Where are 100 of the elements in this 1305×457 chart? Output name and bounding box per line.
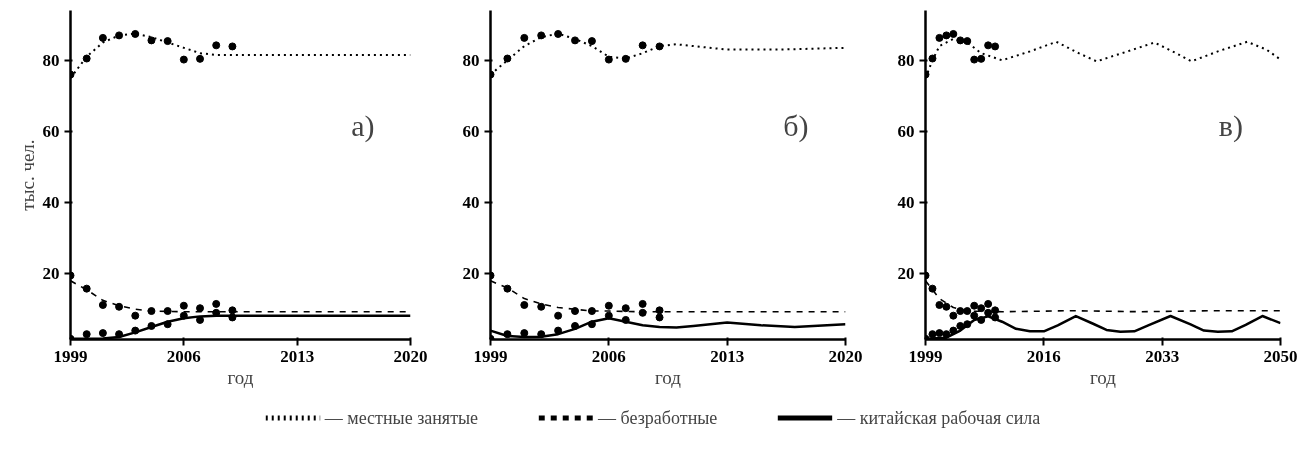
point [621,304,630,313]
point [928,54,937,63]
point [970,311,979,320]
point [554,326,563,335]
y-tick-label: 80 [42,50,60,70]
x-tick-label: 1999 [53,346,88,366]
legend-label: — местные занятые [324,407,479,428]
point [82,54,91,63]
point [82,330,91,339]
y-tick-label: 40 [462,193,480,213]
point [928,330,937,339]
x-tick-label: 1999 [908,346,943,366]
point [163,37,172,46]
x-axis-title: год [227,366,254,388]
point [115,31,124,40]
point [942,302,951,311]
point [179,311,188,320]
annotation: а) [351,109,375,144]
point [655,306,664,315]
x-tick-label: 2050 [1263,346,1298,366]
point [163,320,172,329]
point [98,301,107,309]
point [621,315,630,324]
point [571,36,580,45]
point [991,42,1000,51]
y-axis-title: тыс. чел. [16,139,38,211]
point [571,307,580,316]
point [115,302,124,311]
x-tick-label: 2033 [1145,346,1180,366]
point [537,31,546,40]
point [935,329,944,338]
point [503,330,512,339]
point [520,33,529,42]
y-tick-label: 60 [897,121,915,141]
point [963,320,972,329]
point [949,311,958,320]
point [82,284,91,293]
point [604,301,613,310]
point [537,302,546,311]
point [98,329,107,338]
point [949,326,958,335]
point [970,301,979,310]
point [977,54,986,63]
point [638,41,647,50]
point [991,313,1000,322]
point [503,284,512,293]
point [942,330,951,339]
y-tick-label: 40 [42,193,60,213]
y-tick-label: 80 [462,50,480,70]
annotation: в) [1218,109,1243,144]
point [655,313,664,322]
x-tick-label: 2006 [166,346,201,366]
point [587,37,596,46]
point [984,299,993,308]
x-tick-label: 2013 [710,346,745,366]
point [984,308,993,317]
point [196,304,205,313]
point [228,42,237,51]
x-tick-label: 2006 [591,346,626,366]
point [147,36,156,45]
point [991,306,1000,315]
point [638,299,647,308]
point [963,37,972,46]
point [935,301,944,309]
point [520,301,529,309]
point [621,54,630,63]
point [949,29,958,38]
point [503,54,512,63]
point [956,36,965,45]
legend-label: — безработные [598,407,718,428]
point [604,55,613,64]
point [984,41,993,50]
annotation: б) [783,109,809,144]
point [196,54,205,63]
y-tick-label: 60 [42,121,60,141]
point [98,33,107,42]
x-axis-title: год [1090,366,1117,388]
point [956,307,965,316]
point [655,42,664,51]
point [554,29,563,38]
legend-label: — китайская рабочая сила [837,407,1041,428]
point [942,31,951,40]
point [228,313,237,322]
point [131,326,140,335]
x-tick-label: 1999 [473,346,508,366]
point [147,321,156,330]
point [963,307,972,316]
point [587,307,596,316]
x-axis-title: год [655,366,682,388]
point [115,330,124,339]
y-tick-label: 40 [897,193,915,213]
point [977,304,986,313]
point [131,29,140,38]
y-tick-label: 20 [42,264,60,284]
point [179,55,188,64]
point [928,284,937,293]
x-tick-label: 2020 [393,346,428,366]
point [571,321,580,330]
point [604,311,613,320]
x-tick-label: 2020 [828,346,863,366]
